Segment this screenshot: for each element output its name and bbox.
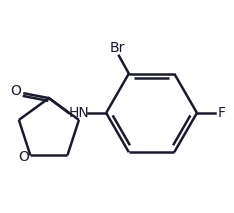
Text: HN: HN [68, 106, 89, 120]
Text: F: F [218, 106, 226, 120]
Text: O: O [10, 84, 21, 98]
Text: Br: Br [109, 41, 125, 55]
Text: O: O [18, 150, 29, 164]
